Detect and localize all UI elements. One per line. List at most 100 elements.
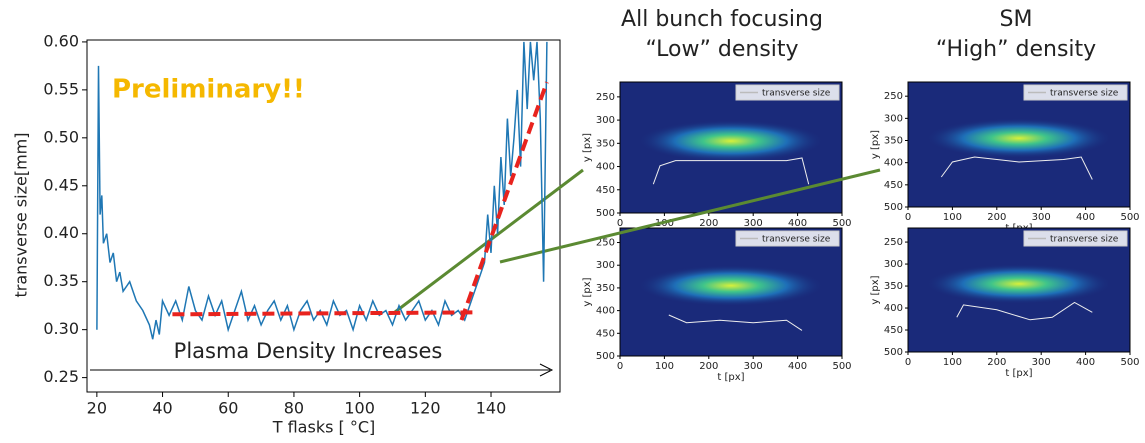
- arrow-head: [539, 363, 554, 377]
- y-tick-label: 500: [596, 351, 615, 362]
- x-tick-label: 20: [87, 399, 107, 418]
- y-tick-label: 0.25: [43, 367, 79, 386]
- plot-frame: [86, 39, 561, 393]
- y-tick-label: 250: [596, 92, 615, 103]
- y-tick-label: 400: [596, 162, 615, 173]
- legend-box: [1023, 84, 1128, 101]
- x-tick-label: 120: [410, 399, 441, 418]
- y-axis-label: y [px]: [582, 277, 593, 306]
- beam-image: [925, 118, 1113, 159]
- y-tick-label: 0.55: [43, 79, 79, 98]
- beam-image: [637, 120, 825, 162]
- y-tick-label: 350: [884, 136, 903, 147]
- x-tick-label: 400: [788, 218, 807, 229]
- y-tick-label: 500: [884, 202, 903, 213]
- y-tick-label: 0.35: [43, 271, 79, 290]
- data-line: [96, 41, 548, 340]
- y-tick-label: 400: [884, 303, 903, 314]
- x-tick-label: 0: [617, 361, 623, 372]
- legend-label: transverse size: [762, 235, 831, 245]
- legend-box: [735, 230, 840, 247]
- y-tick-label: 350: [596, 283, 615, 294]
- y-tick-label: 300: [884, 259, 903, 270]
- y-tick-label: 400: [884, 158, 903, 169]
- x-tick-label: 40: [152, 399, 172, 418]
- x-tick-label: 0: [617, 218, 623, 229]
- x-tick-label: 300: [1032, 357, 1051, 368]
- y-tick-label: 350: [884, 281, 903, 292]
- size-trace: [668, 314, 803, 331]
- x-tick-label: 400: [1076, 357, 1095, 368]
- y-tick-label: 300: [596, 115, 615, 126]
- y-tick-label: 350: [596, 138, 615, 149]
- size-trace: [940, 156, 1093, 180]
- x-tick-label: 0: [905, 357, 911, 368]
- x-axis-label: t [px]: [717, 372, 744, 383]
- legend-label: transverse size: [1050, 235, 1119, 245]
- y-tick-label: 0.40: [43, 223, 79, 242]
- y-axis-label: y [px]: [870, 275, 881, 304]
- y-tick-label: 500: [596, 208, 615, 219]
- x-tick-label: 100: [943, 212, 962, 223]
- header: All bunch focusing: [621, 7, 823, 32]
- y-tick-label: 0.50: [43, 127, 79, 146]
- legend-label: transverse size: [762, 89, 831, 99]
- x-tick-label: 300: [744, 361, 763, 372]
- x-tick-label: 200: [987, 212, 1006, 223]
- x-axis-label: t [px]: [1005, 368, 1032, 379]
- y-axis-label: transverse size[mm]: [12, 133, 31, 298]
- frame: [907, 81, 1131, 208]
- legend-label: transverse size: [1050, 89, 1119, 99]
- x-tick-label: 100: [655, 361, 674, 372]
- y-tick-label: 500: [884, 347, 903, 358]
- y-tick-label: 300: [884, 113, 903, 124]
- fit-line: [172, 310, 475, 317]
- panels: transverse size 0 100 200 300 400 500 250 300 350…: [582, 81, 1140, 383]
- x-tick-label: 400: [1076, 212, 1095, 223]
- x-tick-label: 200: [987, 357, 1006, 368]
- annotation: Preliminary!!: [112, 75, 305, 105]
- x-tick-label: 500: [832, 361, 851, 372]
- y-tick-label: 400: [596, 306, 615, 317]
- y-tick-label: 300: [596, 260, 615, 271]
- y-tick-label: 450: [884, 325, 903, 336]
- annotation: Plasma Density Increases: [174, 339, 443, 363]
- header: “High” density: [936, 37, 1096, 62]
- x-tick-label: 300: [1032, 212, 1051, 223]
- x-tick-label: 60: [218, 399, 238, 418]
- fit-line: [459, 81, 549, 321]
- x-axis-label: T flasks [ °C]: [272, 418, 376, 437]
- beam-image: [925, 264, 1113, 304]
- x-tick-label: 0: [905, 212, 911, 223]
- header: SM: [1000, 7, 1033, 32]
- header: “Low” density: [645, 37, 798, 62]
- x-tick-label: 500: [1120, 357, 1139, 368]
- size-trace: [956, 301, 1093, 321]
- legend-box: [735, 84, 840, 101]
- beam-image: [637, 265, 825, 307]
- x-tick-label: 500: [1120, 212, 1139, 223]
- x-tick-label: 400: [788, 361, 807, 372]
- legend-box: [1023, 230, 1128, 247]
- y-tick-label: 250: [884, 91, 903, 102]
- x-tick-label: 200: [699, 361, 718, 372]
- pointer-arrow: [499, 168, 881, 264]
- x-tick-label: 80: [284, 399, 304, 418]
- y-tick-label: 250: [596, 238, 615, 249]
- y-tick-label: 0.30: [43, 319, 79, 338]
- x-tick-label: 100: [943, 357, 962, 368]
- y-tick-label: 0.60: [43, 31, 79, 50]
- x-tick-label: 200: [699, 218, 718, 229]
- x-tick-label: 300: [744, 218, 763, 229]
- frame: [619, 81, 843, 214]
- y-tick-label: 250: [884, 237, 903, 248]
- y-tick-label: 0.45: [43, 175, 79, 194]
- frame: [907, 227, 1131, 353]
- x-tick-label: 140: [476, 399, 507, 418]
- x-tick-label: 100: [344, 399, 375, 418]
- y-tick-label: 450: [596, 185, 615, 196]
- y-axis-label: y [px]: [870, 130, 881, 159]
- y-axis-label: y [px]: [582, 133, 593, 162]
- y-tick-label: 450: [596, 328, 615, 339]
